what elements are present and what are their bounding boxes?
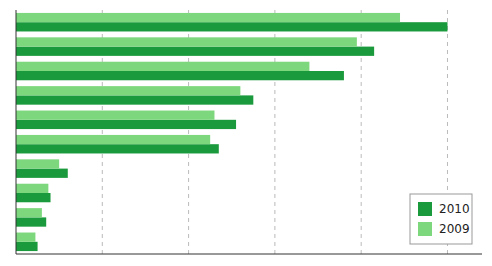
bar [16, 159, 59, 168]
bar [16, 233, 35, 242]
bar [16, 95, 253, 104]
legend-frame [410, 194, 472, 244]
bar [16, 13, 400, 22]
legend-swatch [418, 202, 432, 216]
x-axis-line [16, 254, 482, 255]
bar [16, 144, 219, 153]
bars [16, 13, 447, 251]
bar [16, 71, 344, 80]
bar [16, 86, 240, 95]
bar [16, 62, 309, 71]
bar [16, 111, 214, 120]
legend-label: 2009 [439, 222, 470, 236]
bar [16, 184, 48, 193]
chart: 2010 2009 [0, 0, 492, 266]
bar [16, 208, 42, 217]
y-axis-line [16, 10, 17, 254]
bar [16, 169, 68, 178]
legend: 2010 2009 [410, 194, 472, 244]
bar [16, 37, 357, 46]
bar [16, 242, 38, 251]
bar [16, 193, 51, 202]
bar [16, 120, 236, 129]
bar [16, 47, 374, 56]
bar [16, 22, 447, 31]
bar [16, 135, 210, 144]
bar [16, 217, 46, 226]
legend-label: 2010 [439, 202, 470, 216]
legend-swatch [418, 222, 432, 236]
chart-container: 2010 2009 [0, 0, 492, 266]
